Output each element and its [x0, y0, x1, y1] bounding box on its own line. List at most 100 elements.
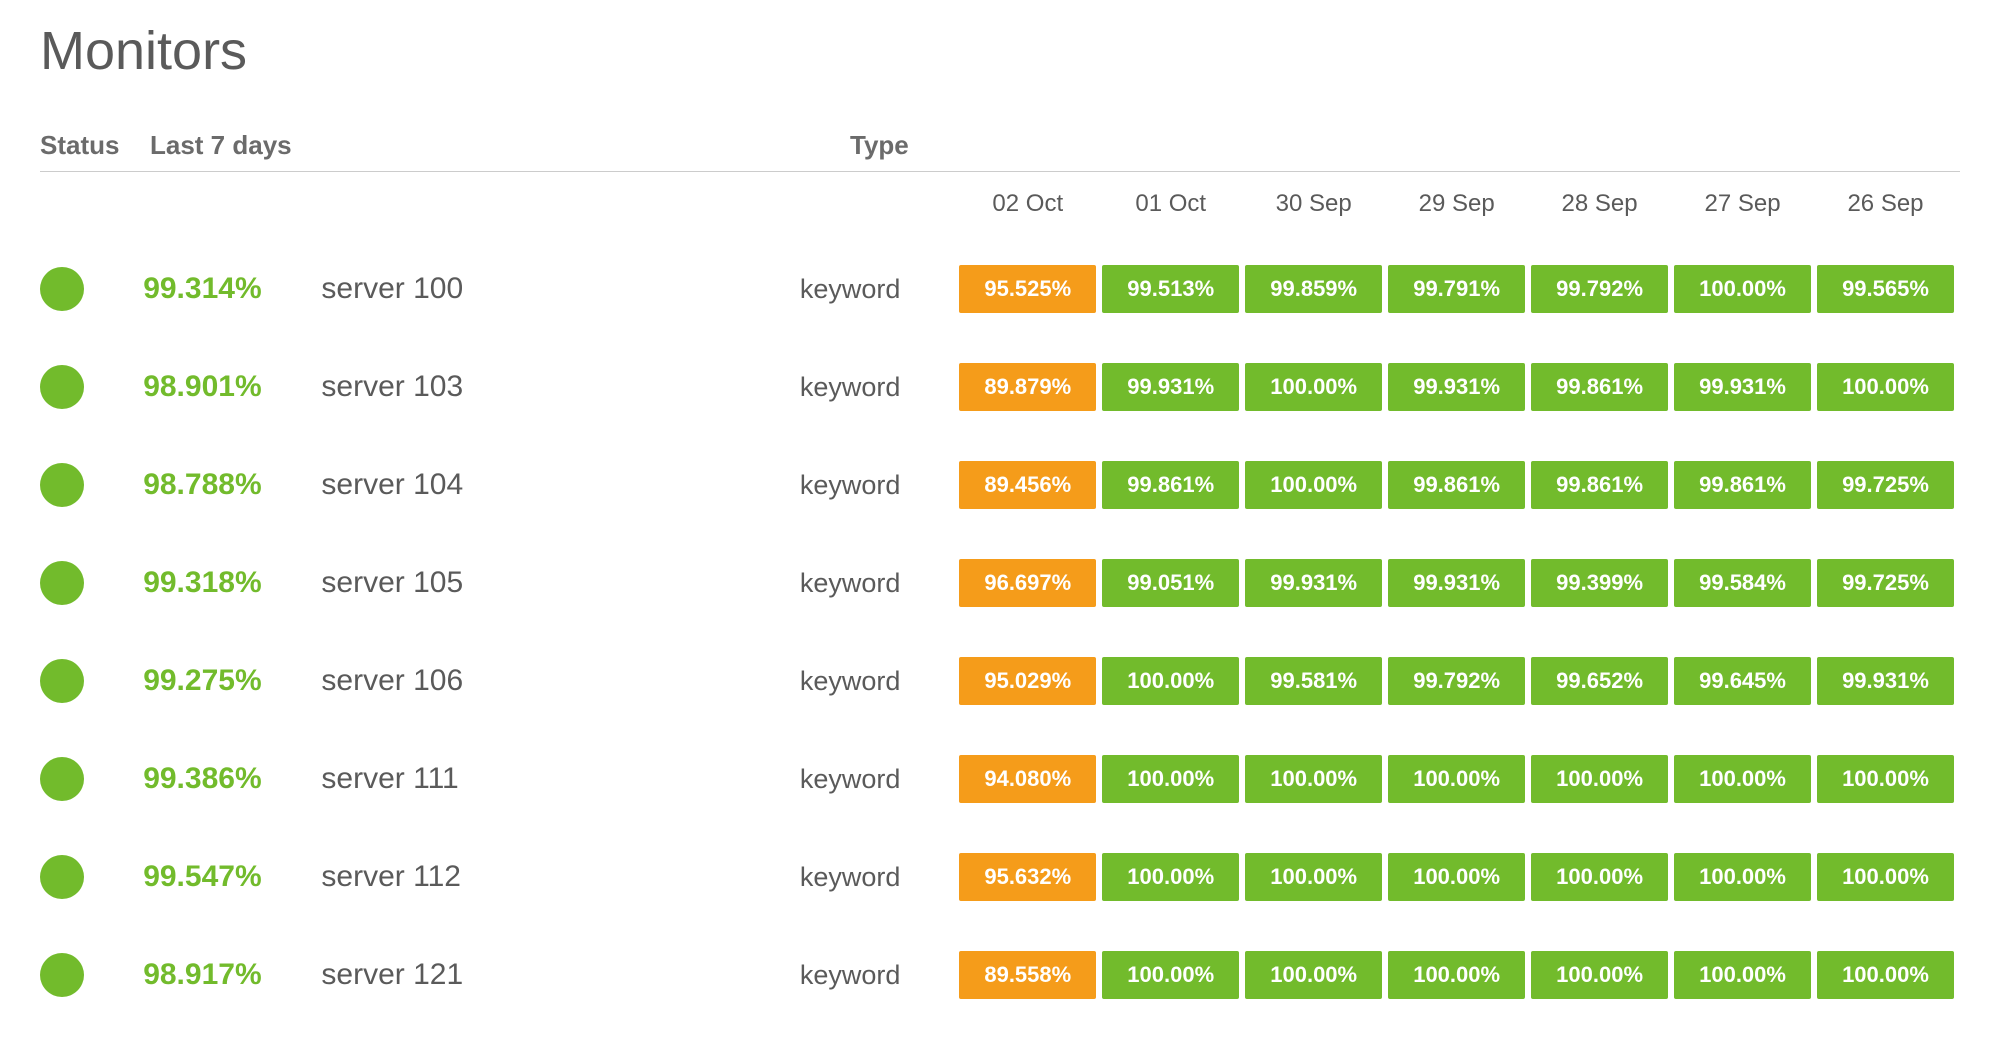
- status-dot-icon: [40, 855, 84, 899]
- day-uptime-badge[interactable]: 100.00%: [1245, 363, 1382, 411]
- day-uptime-badge[interactable]: 99.861%: [1531, 363, 1668, 411]
- header-status: Status: [40, 130, 150, 161]
- day-uptime-badge[interactable]: 100.00%: [1531, 853, 1668, 901]
- day-uptime-badge[interactable]: 99.581%: [1245, 657, 1382, 705]
- day-uptime-badge[interactable]: 99.645%: [1674, 657, 1811, 705]
- monitor-name[interactable]: server 103: [321, 370, 799, 404]
- day-uptime-badge[interactable]: 99.861%: [1388, 461, 1525, 509]
- day-uptime-badge[interactable]: 99.792%: [1388, 657, 1525, 705]
- uptime-percent: 99.275%: [143, 664, 321, 698]
- uptime-percent: 98.788%: [143, 468, 321, 502]
- day-uptime-badge[interactable]: 100.00%: [1531, 755, 1668, 803]
- day-uptime-badge[interactable]: 96.697%: [959, 559, 1096, 607]
- monitor-row[interactable]: 99.275%server 106keyword95.029%100.00%99…: [40, 632, 1960, 730]
- day-uptime-badge[interactable]: 99.513%: [1102, 265, 1239, 313]
- day-uptime-badge[interactable]: 89.558%: [959, 951, 1096, 999]
- monitor-type: keyword: [800, 666, 959, 697]
- monitor-name[interactable]: server 112: [321, 860, 799, 894]
- date-header: 30 Sep: [1245, 190, 1382, 218]
- monitor-type: keyword: [800, 372, 959, 403]
- status-dot-icon: [40, 463, 84, 507]
- monitor-type: keyword: [800, 764, 959, 795]
- day-uptime-badge[interactable]: 95.632%: [959, 853, 1096, 901]
- day-uptime-badge[interactable]: 100.00%: [1245, 755, 1382, 803]
- day-uptime-badge[interactable]: 95.525%: [959, 265, 1096, 313]
- monitor-row[interactable]: 98.901%server 103keyword89.879%99.931%10…: [40, 338, 1960, 436]
- day-uptime-badge[interactable]: 99.931%: [1388, 559, 1525, 607]
- day-uptime-badge[interactable]: 99.861%: [1674, 461, 1811, 509]
- status-dot-icon: [40, 953, 84, 997]
- page-title: Monitors: [40, 20, 1960, 82]
- day-uptime-badge[interactable]: 99.931%: [1245, 559, 1382, 607]
- day-uptime-badge[interactable]: 95.029%: [959, 657, 1096, 705]
- day-uptime-badge[interactable]: 100.00%: [1817, 951, 1954, 999]
- monitor-row[interactable]: 99.386%server 111keyword94.080%100.00%10…: [40, 730, 1960, 828]
- day-uptime-badge[interactable]: 100.00%: [1102, 951, 1239, 999]
- day-uptime-badge[interactable]: 99.931%: [1102, 363, 1239, 411]
- day-uptime-badge[interactable]: 100.00%: [1674, 951, 1811, 999]
- monitor-row[interactable]: 99.547%server 112keyword95.632%100.00%10…: [40, 828, 1960, 926]
- day-uptime-badge[interactable]: 100.00%: [1674, 265, 1811, 313]
- day-uptime-badge[interactable]: 100.00%: [1388, 853, 1525, 901]
- uptime-percent: 99.314%: [143, 272, 321, 306]
- day-uptime-badge[interactable]: 100.00%: [1388, 951, 1525, 999]
- date-header: 26 Sep: [1817, 190, 1954, 218]
- day-uptime-badge[interactable]: 99.399%: [1531, 559, 1668, 607]
- day-uptime-badge[interactable]: 99.725%: [1817, 559, 1954, 607]
- uptime-percent: 99.386%: [143, 762, 321, 796]
- monitor-name[interactable]: server 121: [321, 958, 799, 992]
- day-uptime-badge[interactable]: 99.792%: [1531, 265, 1668, 313]
- table-header: Status Last 7 days Type: [40, 130, 1960, 172]
- status-dot-icon: [40, 365, 84, 409]
- day-uptime-badge[interactable]: 99.652%: [1531, 657, 1668, 705]
- header-type: Type: [850, 130, 1020, 161]
- monitors-list: 99.314%server 100keyword95.525%99.513%99…: [40, 240, 1960, 1024]
- day-uptime-badge[interactable]: 89.456%: [959, 461, 1096, 509]
- date-header: 28 Sep: [1531, 190, 1668, 218]
- uptime-percent: 99.547%: [143, 860, 321, 894]
- day-uptime-badge[interactable]: 99.931%: [1388, 363, 1525, 411]
- uptime-percent: 98.901%: [143, 370, 321, 404]
- monitor-name[interactable]: server 105: [321, 566, 799, 600]
- day-uptime-badge[interactable]: 100.00%: [1102, 657, 1239, 705]
- monitor-row[interactable]: 98.917%server 121keyword89.558%100.00%10…: [40, 926, 1960, 1024]
- day-uptime-badge[interactable]: 94.080%: [959, 755, 1096, 803]
- monitor-type: keyword: [800, 274, 959, 305]
- monitor-row[interactable]: 99.318%server 105keyword96.697%99.051%99…: [40, 534, 1960, 632]
- day-uptime-badge[interactable]: 100.00%: [1245, 951, 1382, 999]
- day-uptime-badge[interactable]: 100.00%: [1817, 755, 1954, 803]
- status-dot-icon: [40, 561, 84, 605]
- day-uptime-badge[interactable]: 100.00%: [1102, 755, 1239, 803]
- monitor-name[interactable]: server 100: [321, 272, 799, 306]
- monitor-row[interactable]: 99.314%server 100keyword95.525%99.513%99…: [40, 240, 1960, 338]
- day-uptime-badge[interactable]: 99.931%: [1674, 363, 1811, 411]
- day-uptime-badge[interactable]: 99.725%: [1817, 461, 1954, 509]
- date-header: 01 Oct: [1102, 190, 1239, 218]
- day-uptime-badge[interactable]: 100.00%: [1674, 755, 1811, 803]
- day-uptime-badge[interactable]: 99.861%: [1531, 461, 1668, 509]
- day-uptime-badge[interactable]: 99.861%: [1102, 461, 1239, 509]
- day-uptime-badge[interactable]: 99.584%: [1674, 559, 1811, 607]
- monitor-name[interactable]: server 111: [321, 762, 799, 796]
- monitor-row[interactable]: 98.788%server 104keyword89.456%99.861%10…: [40, 436, 1960, 534]
- day-uptime-badge[interactable]: 99.051%: [1102, 559, 1239, 607]
- day-uptime-badge[interactable]: 99.931%: [1817, 657, 1954, 705]
- day-uptime-badge[interactable]: 99.859%: [1245, 265, 1382, 313]
- day-uptime-badge[interactable]: 100.00%: [1531, 951, 1668, 999]
- day-uptime-badge[interactable]: 99.791%: [1388, 265, 1525, 313]
- day-uptime-badge[interactable]: 89.879%: [959, 363, 1096, 411]
- day-uptime-badge[interactable]: 100.00%: [1674, 853, 1811, 901]
- day-uptime-badge[interactable]: 99.565%: [1817, 265, 1954, 313]
- day-uptime-badge[interactable]: 100.00%: [1817, 853, 1954, 901]
- day-uptime-badge[interactable]: 100.00%: [1102, 853, 1239, 901]
- uptime-percent: 98.917%: [143, 958, 321, 992]
- monitor-name[interactable]: server 104: [321, 468, 799, 502]
- day-uptime-badge[interactable]: 100.00%: [1388, 755, 1525, 803]
- date-header: 29 Sep: [1388, 190, 1525, 218]
- day-uptime-badge[interactable]: 100.00%: [1817, 363, 1954, 411]
- monitor-name[interactable]: server 106: [321, 664, 799, 698]
- day-uptime-badge[interactable]: 100.00%: [1245, 461, 1382, 509]
- day-uptime-badge[interactable]: 100.00%: [1245, 853, 1382, 901]
- header-last7: Last 7 days: [150, 130, 850, 161]
- status-dot-icon: [40, 267, 84, 311]
